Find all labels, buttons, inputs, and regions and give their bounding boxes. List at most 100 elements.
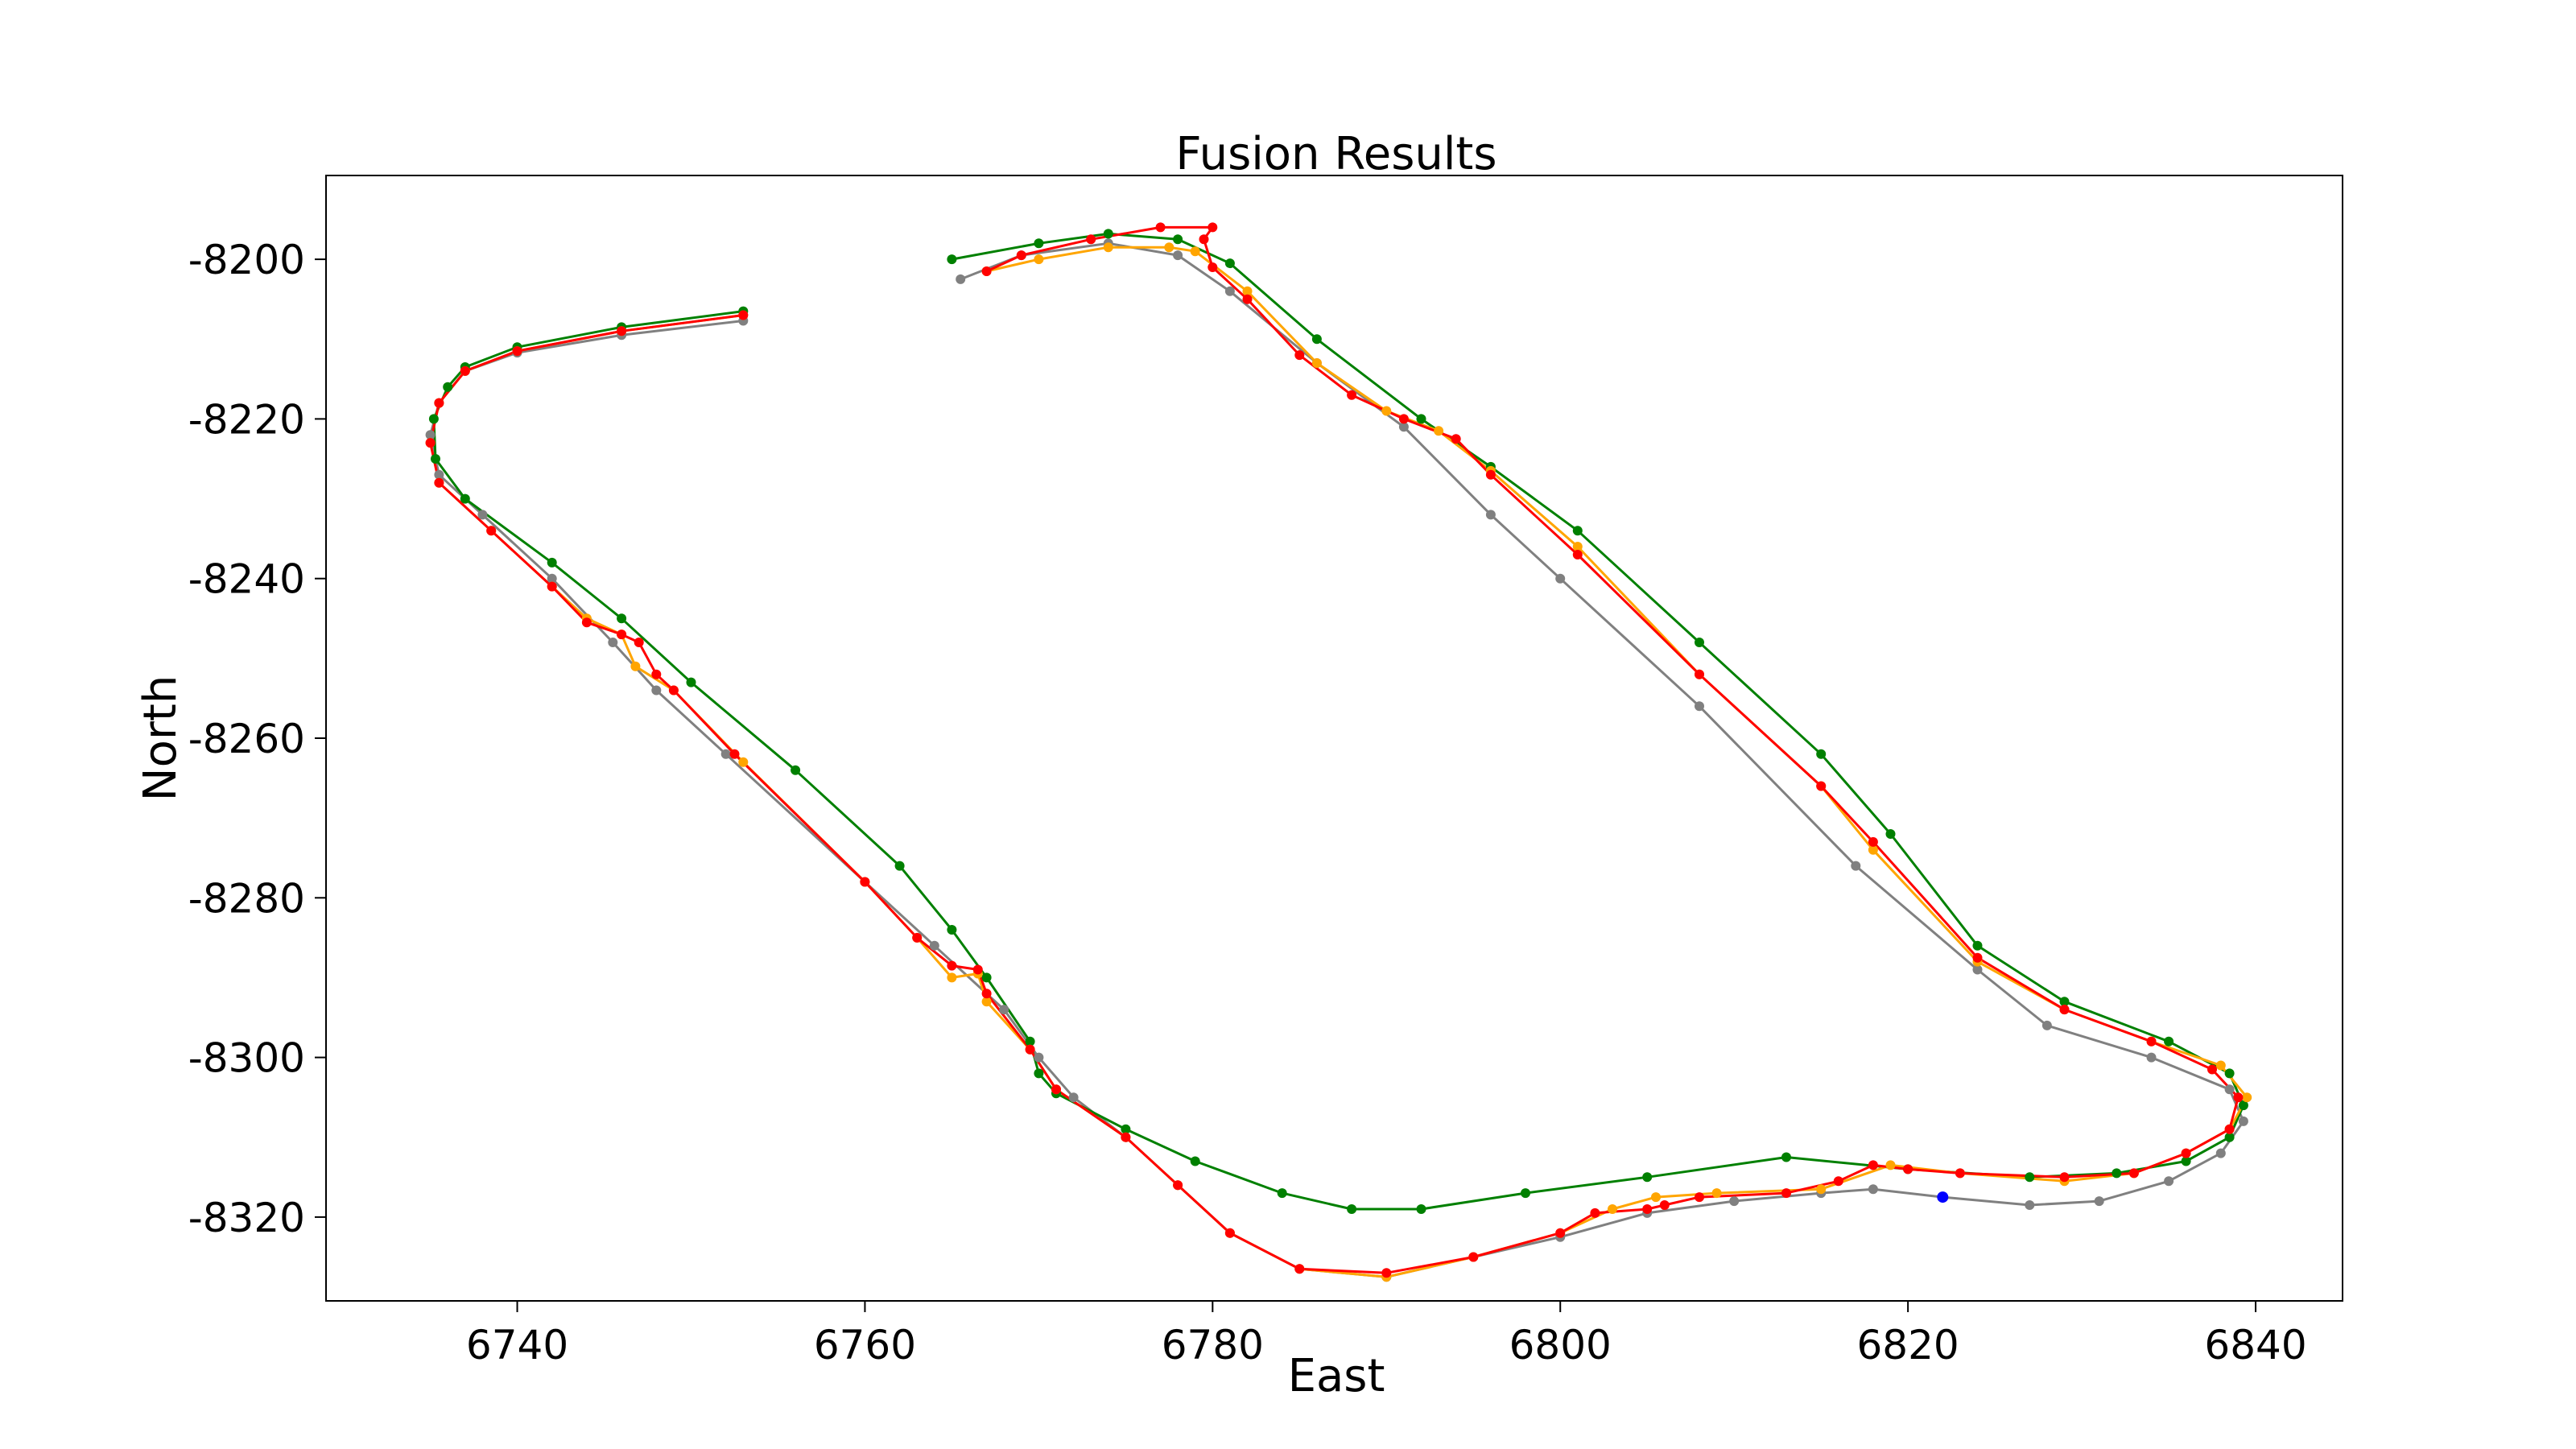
series-1-point: [2224, 1068, 2235, 1079]
series-1-point: [1190, 1156, 1200, 1166]
y-tick-label: -8220: [188, 396, 305, 443]
series-3-point: [1398, 414, 1409, 424]
series-2-point: [630, 661, 641, 671]
series-2-point: [1868, 844, 1878, 855]
series-0-point: [2164, 1176, 2174, 1187]
series-3-point: [2207, 1064, 2217, 1075]
series-3-point: [981, 266, 992, 276]
series-3-point: [1086, 234, 1096, 245]
series-1-point: [2059, 997, 2070, 1007]
series-1-point: [1695, 638, 1704, 647]
series-3-point: [1903, 1164, 1913, 1174]
series-0-point: [1555, 573, 1566, 584]
x-axis-label: East: [1288, 1350, 1385, 1402]
series-3-point: [512, 346, 522, 357]
series-1-point: [1034, 1068, 1044, 1079]
series-0-point: [956, 274, 966, 284]
y-tick-label: -8240: [188, 556, 305, 603]
series-1-point: [1521, 1188, 1530, 1199]
series-0-point: [1068, 1092, 1079, 1103]
x-tick-label: 6740: [466, 1322, 568, 1368]
series-1-point: [2164, 1036, 2174, 1046]
series-3-point: [1199, 234, 1209, 245]
series-3-point: [1485, 469, 1496, 480]
series-0-point: [2215, 1148, 2226, 1158]
plot-frame: [325, 175, 2343, 1302]
x-tick-label: 6780: [1162, 1322, 1264, 1368]
series-3-point: [651, 669, 662, 679]
series-3-point: [617, 630, 627, 640]
series-3-point: [1294, 1264, 1305, 1274]
series-3-point: [617, 326, 627, 336]
series-1-point: [1572, 526, 1583, 536]
series-1-point: [1277, 1188, 1287, 1199]
series-3-point: [729, 749, 740, 759]
series-3-point: [1972, 952, 1983, 963]
series-1-point: [428, 414, 439, 424]
series-2-point: [1885, 1160, 1896, 1170]
series-3-point: [1642, 1204, 1653, 1214]
series-3-point: [1347, 390, 1357, 400]
series-0-point: [2224, 1084, 2235, 1095]
series-1-point: [1311, 334, 1322, 345]
series-2-point: [1816, 1184, 1827, 1195]
series-3-point: [1173, 1180, 1183, 1191]
series-4-point: [1937, 1191, 1949, 1203]
series-2-point: [1034, 254, 1044, 265]
series-3-point: [1555, 1228, 1566, 1238]
series-1-point: [1347, 1204, 1357, 1214]
series-3-point: [1025, 1044, 1035, 1055]
series-3-point: [2059, 1172, 2070, 1183]
series-3-point: [1224, 1228, 1235, 1238]
series-2-point: [1651, 1192, 1661, 1203]
series-3-point: [1590, 1208, 1600, 1218]
series-0-point: [547, 573, 557, 584]
series-0-point: [1695, 701, 1704, 712]
series-3-point: [1659, 1200, 1670, 1210]
series-3-point: [1381, 1268, 1392, 1278]
series-1-point: [2238, 1100, 2248, 1111]
series-1-point: [894, 861, 905, 871]
y-tick-label: -8200: [188, 237, 305, 283]
series-0-point: [1173, 250, 1183, 261]
series-3-point: [2224, 1124, 2235, 1134]
series-0-point: [2041, 1020, 2052, 1030]
series-3-point: [2059, 1005, 2070, 1015]
series-0-point: [1034, 1052, 1044, 1063]
plot-points: [425, 222, 2252, 1282]
series-3-point: [2146, 1036, 2157, 1046]
series-3-point: [1695, 1192, 1704, 1203]
series-3-point: [1155, 222, 1166, 233]
y-axis-label: North: [134, 675, 187, 802]
series-3-point: [460, 365, 470, 376]
series-1-point: [460, 493, 470, 504]
series-0-point: [651, 685, 662, 696]
series-2-point: [1608, 1204, 1617, 1214]
series-3-point: [1242, 294, 1253, 304]
series-2-point: [1572, 542, 1583, 551]
series-3-point: [425, 438, 436, 448]
series-3-point: [1572, 550, 1583, 559]
series-1-point: [2181, 1156, 2191, 1166]
series-1-point: [1121, 1124, 1131, 1134]
series-3-point: [947, 960, 957, 971]
series-3-point: [981, 989, 992, 999]
series-1-point: [1885, 829, 1896, 839]
series-0-point: [720, 749, 731, 759]
series-1-point: [1025, 1036, 1035, 1046]
y-axis: -8200 -8220 -8240 -8260 -8280 -8300 -8320: [188, 237, 326, 1241]
series-3-point: [1695, 669, 1704, 679]
series-0-point: [2094, 1196, 2104, 1207]
series-1-point: [2112, 1168, 2122, 1179]
series-3-point: [1816, 781, 1827, 791]
series-0-point: [1851, 861, 1861, 871]
series-2-point: [1434, 426, 1444, 436]
series-3-point: [738, 310, 749, 320]
series-3-line: [429, 225, 2240, 1274]
series-1-line: [432, 232, 2245, 1211]
series-3-point: [1451, 434, 1461, 444]
series-3-point: [972, 964, 983, 975]
series-3-point: [1294, 350, 1305, 361]
series-3-point: [1121, 1132, 1131, 1142]
